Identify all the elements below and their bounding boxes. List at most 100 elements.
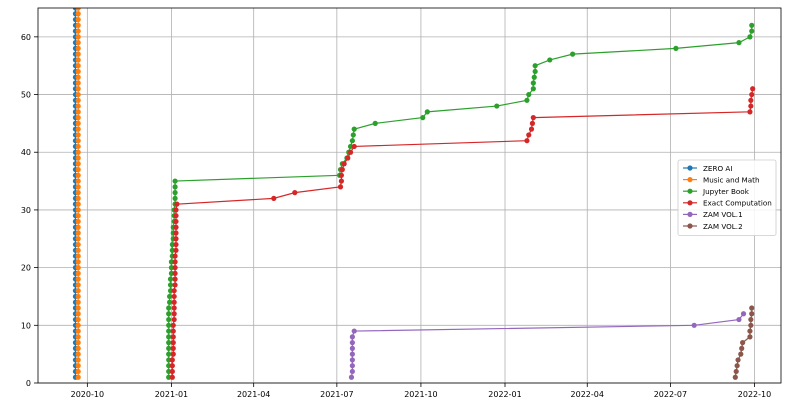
data-point	[75, 109, 81, 115]
data-point	[734, 363, 740, 369]
data-point	[172, 282, 178, 288]
data-point	[167, 299, 173, 305]
legend-label: Music and Math	[703, 175, 760, 184]
data-point	[351, 143, 357, 150]
data-point	[166, 328, 172, 334]
data-point	[173, 207, 179, 213]
data-point	[170, 322, 176, 328]
data-point	[166, 363, 172, 369]
data-point	[532, 68, 538, 75]
data-point	[749, 305, 755, 311]
data-point	[75, 345, 81, 351]
data-point	[166, 357, 172, 363]
data-point	[75, 374, 81, 380]
data-point	[167, 282, 174, 288]
data-point	[166, 368, 172, 375]
data-point	[173, 218, 179, 225]
data-point	[351, 126, 357, 132]
data-point	[747, 109, 753, 115]
data-point	[530, 80, 536, 86]
data-point	[166, 305, 172, 311]
data-point	[75, 40, 81, 46]
data-point	[75, 230, 81, 236]
data-point	[75, 57, 81, 63]
data-point	[526, 91, 532, 98]
legend-label: Exact Computation	[703, 199, 772, 208]
data-point	[531, 74, 537, 80]
data-point	[174, 201, 180, 207]
data-point	[172, 184, 178, 190]
x-tick-label: 2022-10	[738, 390, 771, 399]
data-point	[337, 184, 344, 190]
data-point	[169, 241, 175, 248]
data-point	[75, 22, 81, 28]
y-tick-label: 40	[21, 148, 31, 157]
y-tick-label: 20	[21, 264, 31, 273]
data-point	[170, 334, 176, 340]
data-point	[292, 190, 298, 196]
data-point	[524, 97, 530, 103]
data-point	[733, 368, 739, 375]
series-jupyter-book	[166, 22, 755, 380]
data-point	[420, 115, 426, 121]
data-point	[173, 224, 179, 230]
legend-marker	[687, 211, 693, 217]
data-point	[75, 8, 81, 11]
data-point	[750, 86, 756, 92]
legend-marker	[687, 200, 693, 206]
data-point	[75, 340, 81, 346]
data-point	[75, 201, 81, 207]
data-point	[170, 351, 176, 357]
x-tick-label: 2020-10	[71, 390, 104, 399]
data-point	[169, 368, 175, 375]
data-point	[170, 345, 176, 351]
data-point	[166, 345, 172, 351]
data-point	[75, 276, 81, 282]
data-point	[166, 311, 172, 317]
data-point	[348, 374, 355, 380]
data-point	[75, 172, 81, 178]
data-point	[349, 363, 355, 369]
data-point	[169, 247, 175, 253]
data-point	[748, 322, 754, 328]
x-tick-label: 2022-01	[488, 390, 521, 399]
data-point	[749, 22, 755, 28]
y-tick-label: 30	[21, 206, 31, 215]
data-point	[349, 340, 355, 346]
data-point	[75, 247, 81, 253]
data-point	[349, 138, 355, 144]
y-tick-label: 10	[21, 321, 31, 330]
data-point	[75, 241, 81, 248]
data-point	[748, 316, 754, 323]
data-point	[747, 34, 753, 40]
legend: ZERO AI Music and Math Jupyter Book Exact C…	[677, 159, 777, 236]
data-point	[75, 253, 81, 259]
data-point	[172, 190, 178, 196]
data-point	[168, 270, 175, 276]
data-point	[347, 143, 354, 150]
data-point	[171, 288, 177, 294]
data-point	[749, 28, 755, 34]
data-point	[75, 143, 81, 150]
data-point	[170, 328, 176, 334]
series-zam-vol-2	[732, 305, 755, 380]
data-point	[570, 51, 576, 57]
data-point	[75, 120, 81, 126]
data-point	[172, 265, 178, 271]
legend-label: ZAM VOL.2	[703, 222, 743, 231]
data-point	[75, 80, 81, 86]
data-point	[75, 103, 81, 109]
y-tick-label: 50	[21, 91, 31, 100]
data-point	[75, 126, 81, 132]
data-point	[75, 207, 81, 213]
data-point	[341, 161, 347, 167]
data-point	[349, 368, 355, 375]
legend-label: ZERO AI	[703, 164, 732, 173]
data-point	[347, 149, 354, 155]
data-point	[75, 299, 81, 305]
y-tick-label: 60	[21, 33, 31, 42]
data-point	[740, 311, 747, 317]
series-zam-vol-1	[348, 311, 747, 380]
